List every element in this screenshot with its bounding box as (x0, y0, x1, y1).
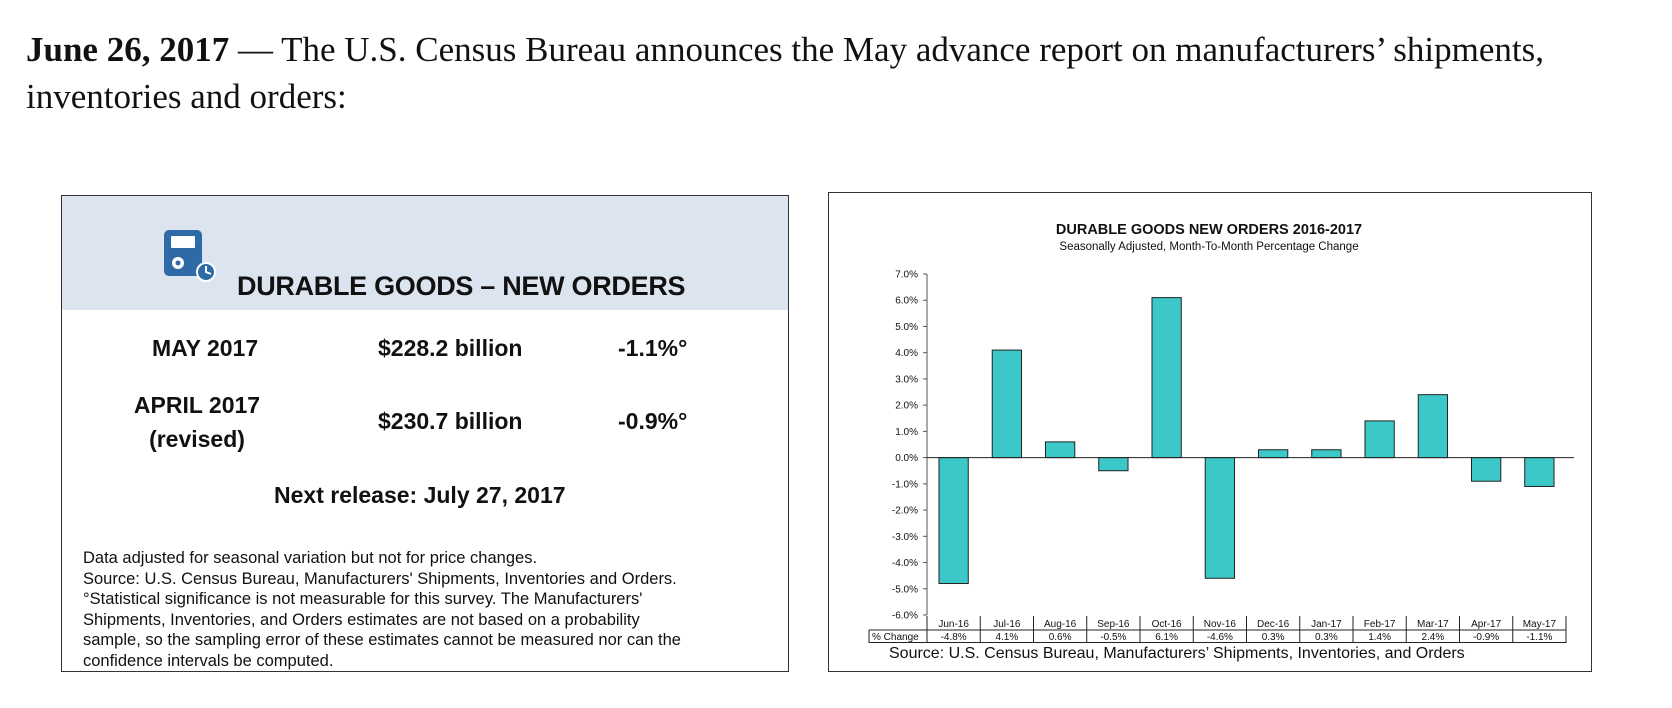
y-tick-label: 6.0% (895, 296, 918, 307)
data-label: 0.3% (1262, 632, 1285, 643)
y-tick-label: -4.0% (892, 558, 918, 569)
x-category-label: Sep-16 (1097, 619, 1130, 630)
note-line: Source: U.S. Census Bureau, Manufacturer… (83, 569, 677, 588)
x-category-label: Jul-16 (993, 619, 1021, 630)
x-category-label: Mar-17 (1417, 619, 1449, 630)
data-label: 2.4% (1421, 632, 1444, 643)
row-may-value: $228.2 billion (378, 335, 523, 361)
chart-source: Source: U.S. Census Bureau, Manufacturer… (889, 645, 1465, 662)
chart-title: DURABLE GOODS NEW ORDERS 2016-2017 (1056, 222, 1362, 238)
data-table: % Change Jun-16 -4.8% Jul-16 4.1% Aug-16 0.6% S… (868, 616, 1567, 643)
card-title: DURABLE GOODS – NEW ORDERS (237, 271, 686, 301)
bar-jun-16 (938, 457, 969, 585)
summary-card: DURABLE GOODS – NEW ORDERS MAY 2017 $228… (61, 195, 789, 672)
y-tick-label: 4.0% (895, 348, 918, 359)
y-tick-label: -3.0% (892, 532, 918, 543)
y-tick-label: 0.0% (895, 453, 918, 464)
data-label: -1.1% (1526, 632, 1552, 643)
data-label: 0.3% (1315, 632, 1338, 643)
row-april-change: -0.9%° (618, 408, 688, 434)
bar-nov-16 (1204, 457, 1236, 579)
note-line: °Statistical significance is not measura… (83, 590, 643, 608)
row-may-change: -1.1%° (618, 335, 688, 361)
note-line: confidence intervals be computed. (83, 651, 334, 670)
bar-feb-17 (1364, 420, 1395, 459)
y-tick-label: 3.0% (895, 374, 918, 385)
x-category-label: Feb-17 (1364, 619, 1396, 630)
bar-jan-17 (1311, 449, 1342, 459)
row-may-period: MAY 2017 (152, 335, 259, 361)
data-label: 1.4% (1368, 632, 1391, 643)
bars (927, 297, 1574, 585)
x-category-label: Jun-16 (938, 619, 969, 630)
x-category-label: Dec-16 (1257, 619, 1290, 630)
data-label: -0.5% (1100, 632, 1126, 643)
y-axis: 7.0% 6.0% 5.0% 4.0% 3.0% 2.0% 1.0% 0.0% -1.0% -2.… (892, 270, 928, 622)
bar-apr-17 (1470, 457, 1502, 482)
data-label: 6.1% (1155, 632, 1178, 643)
headline-date: June 26, 2017 (26, 30, 230, 69)
x-category-label: Nov-16 (1204, 619, 1237, 630)
y-tick-label: -2.0% (892, 506, 918, 517)
bar-aug-16 (1044, 441, 1076, 459)
card-notes: Data adjusted for seasonal variation but… (83, 548, 773, 671)
y-tick-label: 7.0% (895, 270, 918, 281)
note-line: Shipments, Inventories, and Orders estim… (83, 610, 640, 629)
chart-subtitle: Seasonally Adjusted, Month-To-Month Perc… (1059, 241, 1358, 253)
x-category-label: Aug-16 (1044, 619, 1077, 630)
bar-jul-16 (991, 349, 1023, 459)
bar-sep-16 (1098, 457, 1129, 472)
data-label: -0.9% (1473, 632, 1499, 643)
x-category-label: Jan-17 (1311, 619, 1342, 630)
bar-mar-17 (1417, 394, 1449, 459)
y-tick-label: 2.0% (895, 401, 918, 412)
data-label: -4.8% (941, 632, 967, 643)
chart-panel: DURABLE GOODS NEW ORDERS 2016-2017 Seaso… (828, 192, 1592, 672)
bar-dec-16 (1257, 449, 1289, 459)
data-label: -4.6% (1207, 632, 1233, 643)
row-april-value: $230.7 billion (378, 408, 523, 434)
gauge-clock-icon (164, 230, 216, 282)
y-tick-label: -5.0% (892, 584, 918, 595)
x-category-label: Apr-17 (1471, 619, 1501, 630)
y-tick-label: 1.0% (895, 427, 918, 438)
table-row-label: % Change (872, 632, 919, 643)
data-label: 4.1% (995, 632, 1018, 643)
headline-text: — The U.S. Census Bureau announces the M… (26, 30, 1544, 116)
bar-chart: DURABLE GOODS NEW ORDERS 2016-2017 Seaso… (868, 222, 1574, 643)
bar-oct-16 (1151, 297, 1182, 459)
y-tick-label: 5.0% (895, 322, 918, 333)
row-april-period: APRIL 2017 (133, 392, 261, 418)
data-label: 0.6% (1049, 632, 1072, 643)
row-april-note: (revised) (149, 426, 245, 452)
note-line: sample, so the sampling error of these e… (83, 631, 681, 649)
bar-may-17 (1524, 457, 1555, 487)
note-line: Data adjusted for seasonal variation but… (83, 549, 538, 567)
x-category-label: Oct-16 (1152, 619, 1182, 630)
y-tick-label: -6.0% (892, 611, 918, 622)
headline: June 26, 2017 — The U.S. Census Bureau a… (26, 26, 1646, 120)
y-tick-label: -1.0% (892, 479, 918, 490)
next-release: Next release: July 27, 2017 (274, 482, 566, 508)
x-category-label: May-17 (1523, 619, 1557, 630)
